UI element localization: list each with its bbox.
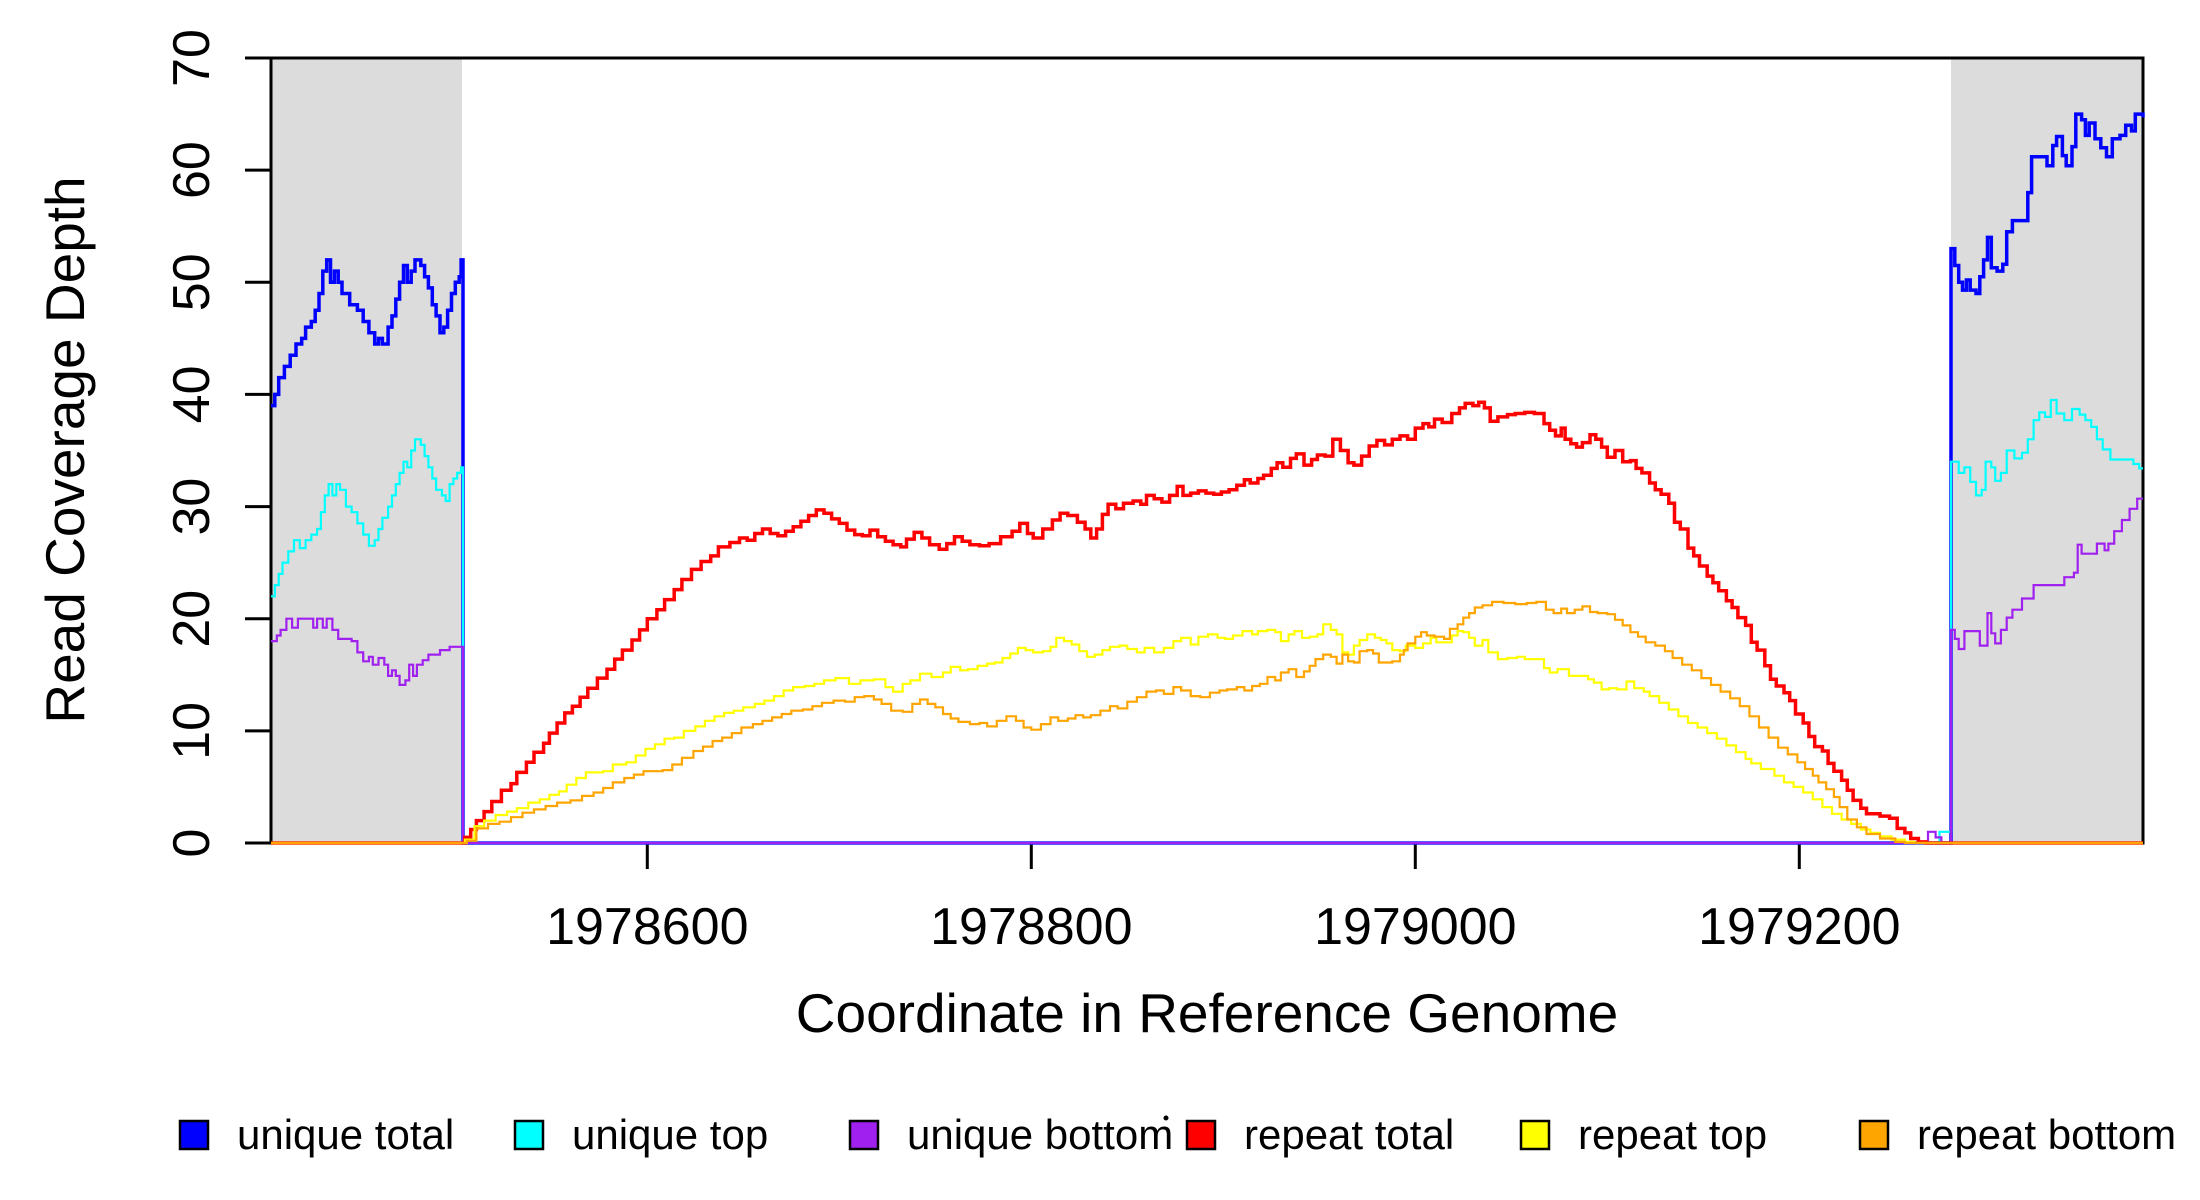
plot-border [269, 56, 2145, 845]
y-tick-label: 20 [163, 590, 221, 648]
series-lines [271, 112, 2145, 845]
legend-item-repeat-total: repeat total [1185, 1111, 1454, 1158]
legend-item-label: unique total [237, 1111, 454, 1158]
y-tick-label: 50 [163, 253, 221, 311]
legend-item-label: unique bottom [907, 1111, 1173, 1158]
y-tick-label: 30 [163, 478, 221, 536]
y-tick-label: 0 [163, 829, 221, 858]
y-tick-label: 60 [163, 141, 221, 199]
stray-dot-artifact [1163, 1115, 1169, 1121]
y-tick-label: 10 [163, 702, 221, 760]
series-line-repeat-top [271, 623, 2143, 845]
plot-box [269, 56, 2145, 845]
legend-item-repeat-top: repeat top [1519, 1111, 1767, 1158]
y-tick-label: 70 [163, 29, 221, 87]
y-tick-label: 40 [163, 365, 221, 423]
legend-item-label: repeat total [1244, 1111, 1454, 1158]
shaded-region [271, 58, 462, 843]
x-tick-label: 1979000 [1314, 898, 1516, 956]
legend-item-label: unique top [572, 1111, 768, 1158]
legend-swatch [848, 1119, 880, 1151]
x-tick-label: 1979200 [1698, 898, 1900, 956]
legend-item-label: repeat bottom [1917, 1111, 2176, 1158]
legend-swatch [1185, 1119, 1217, 1151]
series-line-repeat-total [271, 400, 2143, 845]
axis-tick-labels: 1978600 1978800 1979000 1979200 0 10 20 30 40 50 6… [163, 29, 1901, 956]
x-tick-label: 1978800 [930, 898, 1132, 956]
series-line-unique-total [271, 112, 2145, 845]
legend-item-repeat-bottom: repeat bottom [1858, 1111, 2176, 1158]
series-line-unique-bottom [271, 497, 2143, 845]
legend-item-label: repeat top [1578, 1111, 1767, 1158]
legend-swatch [1519, 1119, 1551, 1151]
legend-swatch [178, 1119, 210, 1151]
series-line-repeat-bottom [271, 600, 2143, 845]
legend-item-unique-total: unique total [178, 1111, 454, 1158]
axis-ticks [245, 56, 1801, 869]
series-line-unique-top [271, 398, 2143, 845]
legend-item-unique-bottom: unique bottom [848, 1111, 1173, 1158]
x-tick-label: 1978600 [546, 898, 748, 956]
legend-swatch [1858, 1119, 1890, 1151]
x-axis-title: Coordinate in Reference Genome [796, 982, 1618, 1044]
legend-item-unique-top: unique top [513, 1111, 768, 1158]
legend: unique total unique top unique bottom repea… [178, 1111, 2176, 1158]
legend-swatch [513, 1119, 545, 1151]
y-axis-title: Read Coverage Depth [34, 176, 96, 723]
shaded-region [1951, 58, 2143, 843]
shaded-regions [271, 58, 2143, 843]
